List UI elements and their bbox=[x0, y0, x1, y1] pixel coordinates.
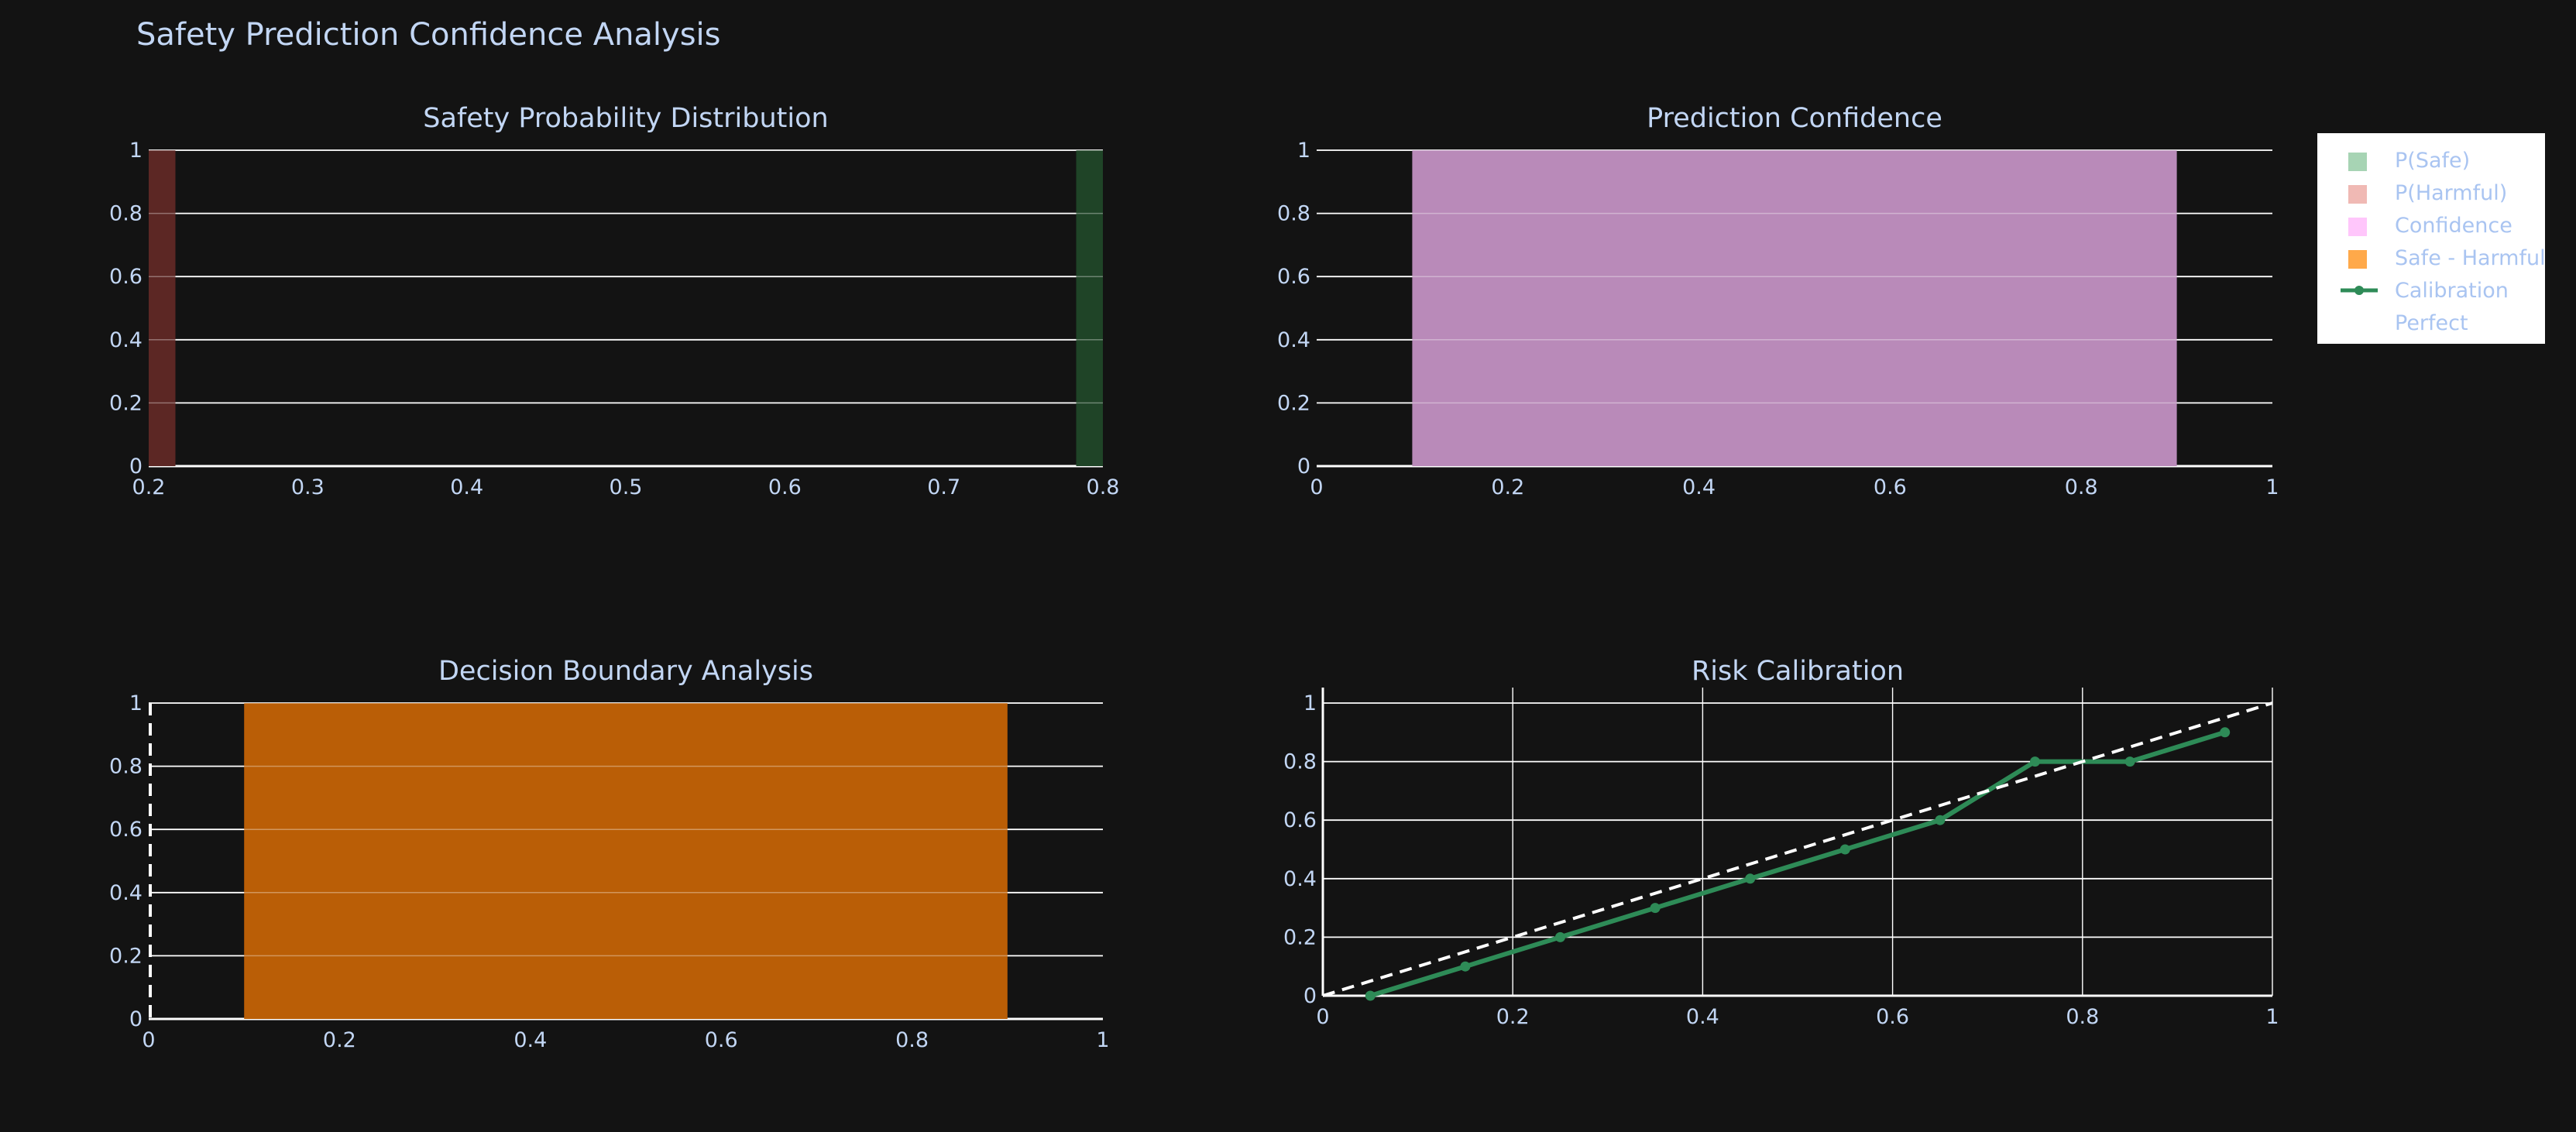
series-line-calibration bbox=[1369, 729, 2226, 998]
y-tick-label: 0.6 bbox=[1283, 808, 1317, 832]
x-tick-label: 0.2 bbox=[323, 1028, 356, 1052]
x-tick-label: 0.4 bbox=[1686, 1005, 1719, 1029]
x-tick-label: 0.2 bbox=[1491, 475, 1524, 499]
calibration-point bbox=[2220, 727, 2231, 738]
x-tick-label: 0 bbox=[1316, 1005, 1329, 1029]
calibration-point bbox=[1839, 844, 1850, 855]
bar-p-safe- bbox=[1076, 150, 1103, 466]
legend-item-p-harmful[interactable]: P(Harmful) bbox=[2336, 177, 2545, 209]
legend-item-calibration[interactable]: Calibration bbox=[2336, 274, 2545, 307]
series-line-perfect bbox=[1322, 701, 2273, 997]
x-tick-label: 0.5 bbox=[610, 475, 643, 499]
y-tick-label: 0 bbox=[129, 1007, 143, 1031]
x-tick-label: 1 bbox=[1096, 1028, 1109, 1052]
x-tick-label: 0.8 bbox=[2066, 1005, 2099, 1029]
legend-item-p-safe[interactable]: P(Safe) bbox=[2336, 144, 2545, 177]
x-tick-label: 0.4 bbox=[1682, 475, 1716, 499]
x-tick-label: 0 bbox=[142, 1028, 155, 1052]
calibration-point bbox=[1365, 990, 1376, 1001]
x-tick-label: 0.6 bbox=[768, 475, 802, 499]
calibration-point bbox=[1745, 873, 1756, 884]
y-tick-label: 0.4 bbox=[1283, 867, 1317, 891]
dashed-line-icon bbox=[2336, 307, 2382, 339]
subplot-title: Prediction Confidence bbox=[1647, 103, 1942, 134]
y-tick-label: 0.4 bbox=[109, 881, 143, 905]
x-tick-label: 0.4 bbox=[450, 475, 483, 499]
y-tick-label: 0.4 bbox=[109, 328, 143, 352]
y-tick-label: 0 bbox=[1297, 455, 1310, 479]
y-tick-label: 0.6 bbox=[109, 818, 143, 842]
y-tick-label: 0.2 bbox=[1283, 925, 1317, 949]
legend-label: Calibration bbox=[2395, 278, 2509, 303]
x-tick-label: 0.4 bbox=[513, 1028, 547, 1052]
y-tick-label: 1 bbox=[129, 139, 143, 163]
calibration-point bbox=[1650, 903, 1661, 914]
legend-item-perfect[interactable]: Perfect bbox=[2336, 307, 2545, 339]
calibration-point bbox=[1935, 815, 1946, 825]
square-swatch-icon bbox=[2336, 144, 2382, 177]
x-tick-label: 1 bbox=[2265, 475, 2279, 499]
subplot-decision-boundary: Decision Boundary Analysis 0 0.2 0.4 0.6 0.8 1… bbox=[109, 656, 1110, 1052]
subplot-title: Decision Boundary Analysis bbox=[438, 656, 813, 687]
y-tick-label: 0.2 bbox=[109, 944, 143, 968]
subplot-safety-probability: Safety Probability Distribution 0.2 0.3 0.4… bbox=[109, 103, 1119, 499]
square-swatch-icon bbox=[2336, 242, 2382, 274]
y-tick-label: 0.8 bbox=[1283, 750, 1317, 774]
y-tick-label: 0.4 bbox=[1277, 328, 1310, 352]
x-tick-label: 0.6 bbox=[1876, 1005, 1909, 1029]
y-tick-label: 1 bbox=[1303, 691, 1317, 715]
x-tick-label: 0.3 bbox=[291, 475, 325, 499]
calibration-point bbox=[2124, 756, 2135, 767]
legend-label: Perfect bbox=[2395, 310, 2468, 335]
subplot-title: Safety Probability Distribution bbox=[423, 103, 828, 134]
page-title: Safety Prediction Confidence Analysis bbox=[136, 17, 721, 53]
subplot-prediction-confidence: Prediction Confidence 0 0.2 0.4 0.6 0.8 1 0 0.2 0… bbox=[1277, 103, 2279, 499]
y-tick-label: 0 bbox=[1303, 984, 1317, 1008]
x-tick-label: 0.8 bbox=[2065, 475, 2098, 499]
x-tick-label: 0.2 bbox=[1496, 1005, 1530, 1029]
x-tick-label: 0.7 bbox=[927, 475, 960, 499]
y-tick-label: 0.8 bbox=[109, 202, 143, 226]
y-tick-label: 0.6 bbox=[109, 265, 143, 289]
calibration-point bbox=[2030, 756, 2040, 767]
x-tick-label: 0.8 bbox=[895, 1028, 929, 1052]
legend-item-confidence[interactable]: Confidence bbox=[2336, 209, 2545, 242]
y-tick-label: 0.8 bbox=[109, 755, 143, 779]
x-tick-label: 0.6 bbox=[1874, 475, 1907, 499]
bar-confidence bbox=[1412, 150, 2177, 466]
x-tick-label: 0 bbox=[1310, 475, 1323, 499]
legend: P(Safe) P(Harmful) Confidence Safe - Har… bbox=[2317, 133, 2546, 344]
y-tick-label: 0.2 bbox=[1277, 391, 1310, 415]
legend-item-safe-minus-harmful[interactable]: Safe - Harmful bbox=[2336, 242, 2546, 274]
bar-p-harmful- bbox=[149, 150, 176, 466]
y-tick-label: 0.8 bbox=[1277, 202, 1310, 226]
y-tick-label: 0.2 bbox=[109, 391, 143, 415]
x-tick-label: 0.6 bbox=[705, 1028, 738, 1052]
bar-safe-harmful bbox=[244, 703, 1008, 1019]
y-tick-label: 0 bbox=[129, 455, 143, 479]
x-tick-label: 0.8 bbox=[1087, 475, 1120, 499]
calibration-point bbox=[1555, 931, 1565, 942]
y-tick-label: 1 bbox=[129, 691, 143, 715]
legend-label: Confidence bbox=[2395, 213, 2512, 238]
legend-label: P(Safe) bbox=[2395, 148, 2471, 173]
y-tick-label: 1 bbox=[1297, 139, 1310, 163]
subplot-risk-calibration: Risk Calibration 0 0.2 0.4 0.6 0.8 1 0 0.2 0.4 0.6… bbox=[1283, 656, 2279, 1029]
square-swatch-icon bbox=[2336, 177, 2382, 209]
x-tick-label: 1 bbox=[2265, 1005, 2279, 1029]
x-tick-label: 0.2 bbox=[132, 475, 166, 499]
line-marker-icon bbox=[2336, 274, 2382, 307]
square-swatch-icon bbox=[2336, 209, 2382, 242]
y-tick-label: 0.6 bbox=[1277, 265, 1310, 289]
legend-label: Safe - Harmful bbox=[2395, 245, 2546, 270]
legend-label: P(Harmful) bbox=[2395, 180, 2508, 205]
subplot-title: Risk Calibration bbox=[1692, 656, 1904, 687]
calibration-point bbox=[1460, 961, 1471, 972]
